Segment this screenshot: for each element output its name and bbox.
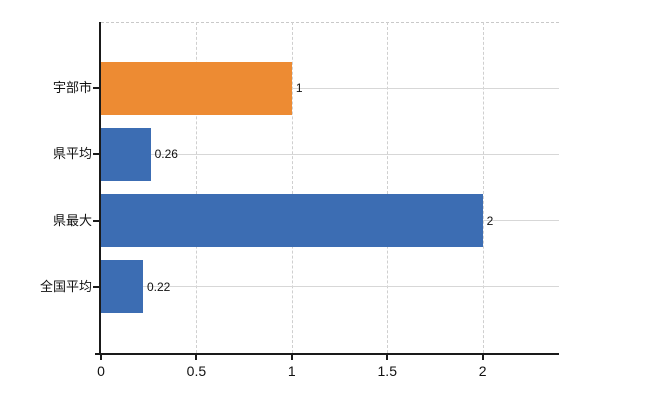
x-axis-tick-label: 1 (287, 363, 296, 379)
bar (101, 194, 483, 248)
x-axis-tick (195, 355, 198, 360)
horizontal-gridline (101, 286, 559, 288)
category-label: 全国平均 (39, 278, 92, 294)
bar-value-label: 1 (295, 81, 303, 96)
y-axis-tick (93, 219, 99, 222)
vertical-gridline (196, 22, 198, 353)
x-axis-line (95, 353, 559, 355)
x-axis-tick (386, 355, 389, 360)
bar (101, 61, 292, 115)
horizontal-gridline (101, 87, 559, 89)
category-label: 宇部市 (52, 80, 92, 96)
x-axis-tick-label: 2 (478, 363, 487, 379)
bar-value-label: 0.26 (154, 147, 178, 162)
x-axis-tick-label: 0 (97, 363, 105, 379)
horizontal-gridline (101, 153, 559, 155)
x-axis-tick (481, 355, 484, 360)
vertical-gridline (482, 22, 484, 353)
category-label: 県平均 (52, 146, 92, 162)
x-axis-tick (290, 355, 293, 360)
bar-value-label: 2 (486, 213, 494, 228)
vertical-gridline (387, 22, 389, 353)
vertical-gridline (291, 22, 293, 353)
bar-value-label: 0.22 (146, 279, 171, 294)
category-label: 県最大 (52, 212, 92, 228)
y-axis-tick (93, 153, 99, 156)
plot-top-border (101, 22, 559, 23)
x-axis-tick-label: 0.5 (186, 363, 207, 379)
y-axis-tick (93, 87, 99, 90)
bar (101, 127, 151, 181)
bar (101, 260, 143, 314)
x-axis-tick-label: 1.5 (377, 363, 397, 379)
y-axis-tick (93, 285, 99, 288)
y-axis-line (99, 22, 101, 353)
plot-area: 0 0.5 1 1.5 2 1 宇部市 0.26 県平均 2 県最大 0.22 全国平均 (40, 22, 559, 379)
x-axis-tick (100, 355, 102, 360)
